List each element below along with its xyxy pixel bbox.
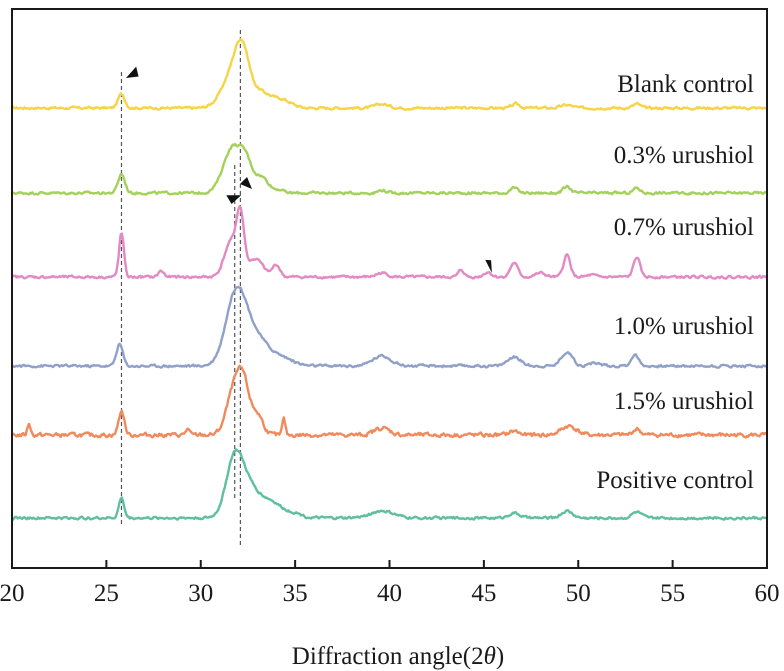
curves [11, 38, 768, 521]
arrow-marker-icon [226, 195, 242, 205]
arrow-marker-icon [126, 66, 139, 78]
series-labels: Blank control 0.3% urushiol 0.7% urushiol 1… [596, 71, 754, 494]
x-axis-title: Diffraction angle(2θ) [292, 643, 504, 670]
x-tick-label: 20 [0, 580, 25, 607]
x-tick-label: 55 [660, 580, 685, 607]
series-label: 1.5% urushiol [614, 388, 754, 415]
series-label: Blank control [617, 71, 754, 98]
arrow-marker-icon [485, 259, 492, 274]
x-tick-label: 60 [755, 580, 780, 607]
arrow-marker-icon [239, 176, 252, 189]
x-tick-label: 35 [283, 580, 308, 607]
x-tick-label: 50 [566, 580, 591, 607]
series-line-1-0-urushiol [11, 285, 768, 369]
x-axis-ticks: 20 25 30 35 40 45 50 55 60 [0, 560, 780, 607]
x-tick-label: 45 [471, 580, 496, 607]
x-tick-label: 30 [188, 580, 213, 607]
arrow-markers [126, 66, 492, 274]
series-label: Positive control [596, 467, 754, 494]
series-line-positive-control [11, 448, 767, 521]
series-label: 1.0% urushiol [614, 313, 754, 340]
series-label: 0.7% urushiol [614, 214, 754, 241]
series-line-0-3-urushiol [11, 142, 767, 196]
series-line-blank-control [11, 38, 767, 111]
series-line-1-5-urushiol [11, 364, 767, 439]
x-tick-label: 40 [377, 580, 402, 607]
series-line-0-7-urushiol [11, 205, 768, 280]
series-label: 0.3% urushiol [614, 142, 754, 169]
x-tick-label: 25 [94, 580, 119, 607]
